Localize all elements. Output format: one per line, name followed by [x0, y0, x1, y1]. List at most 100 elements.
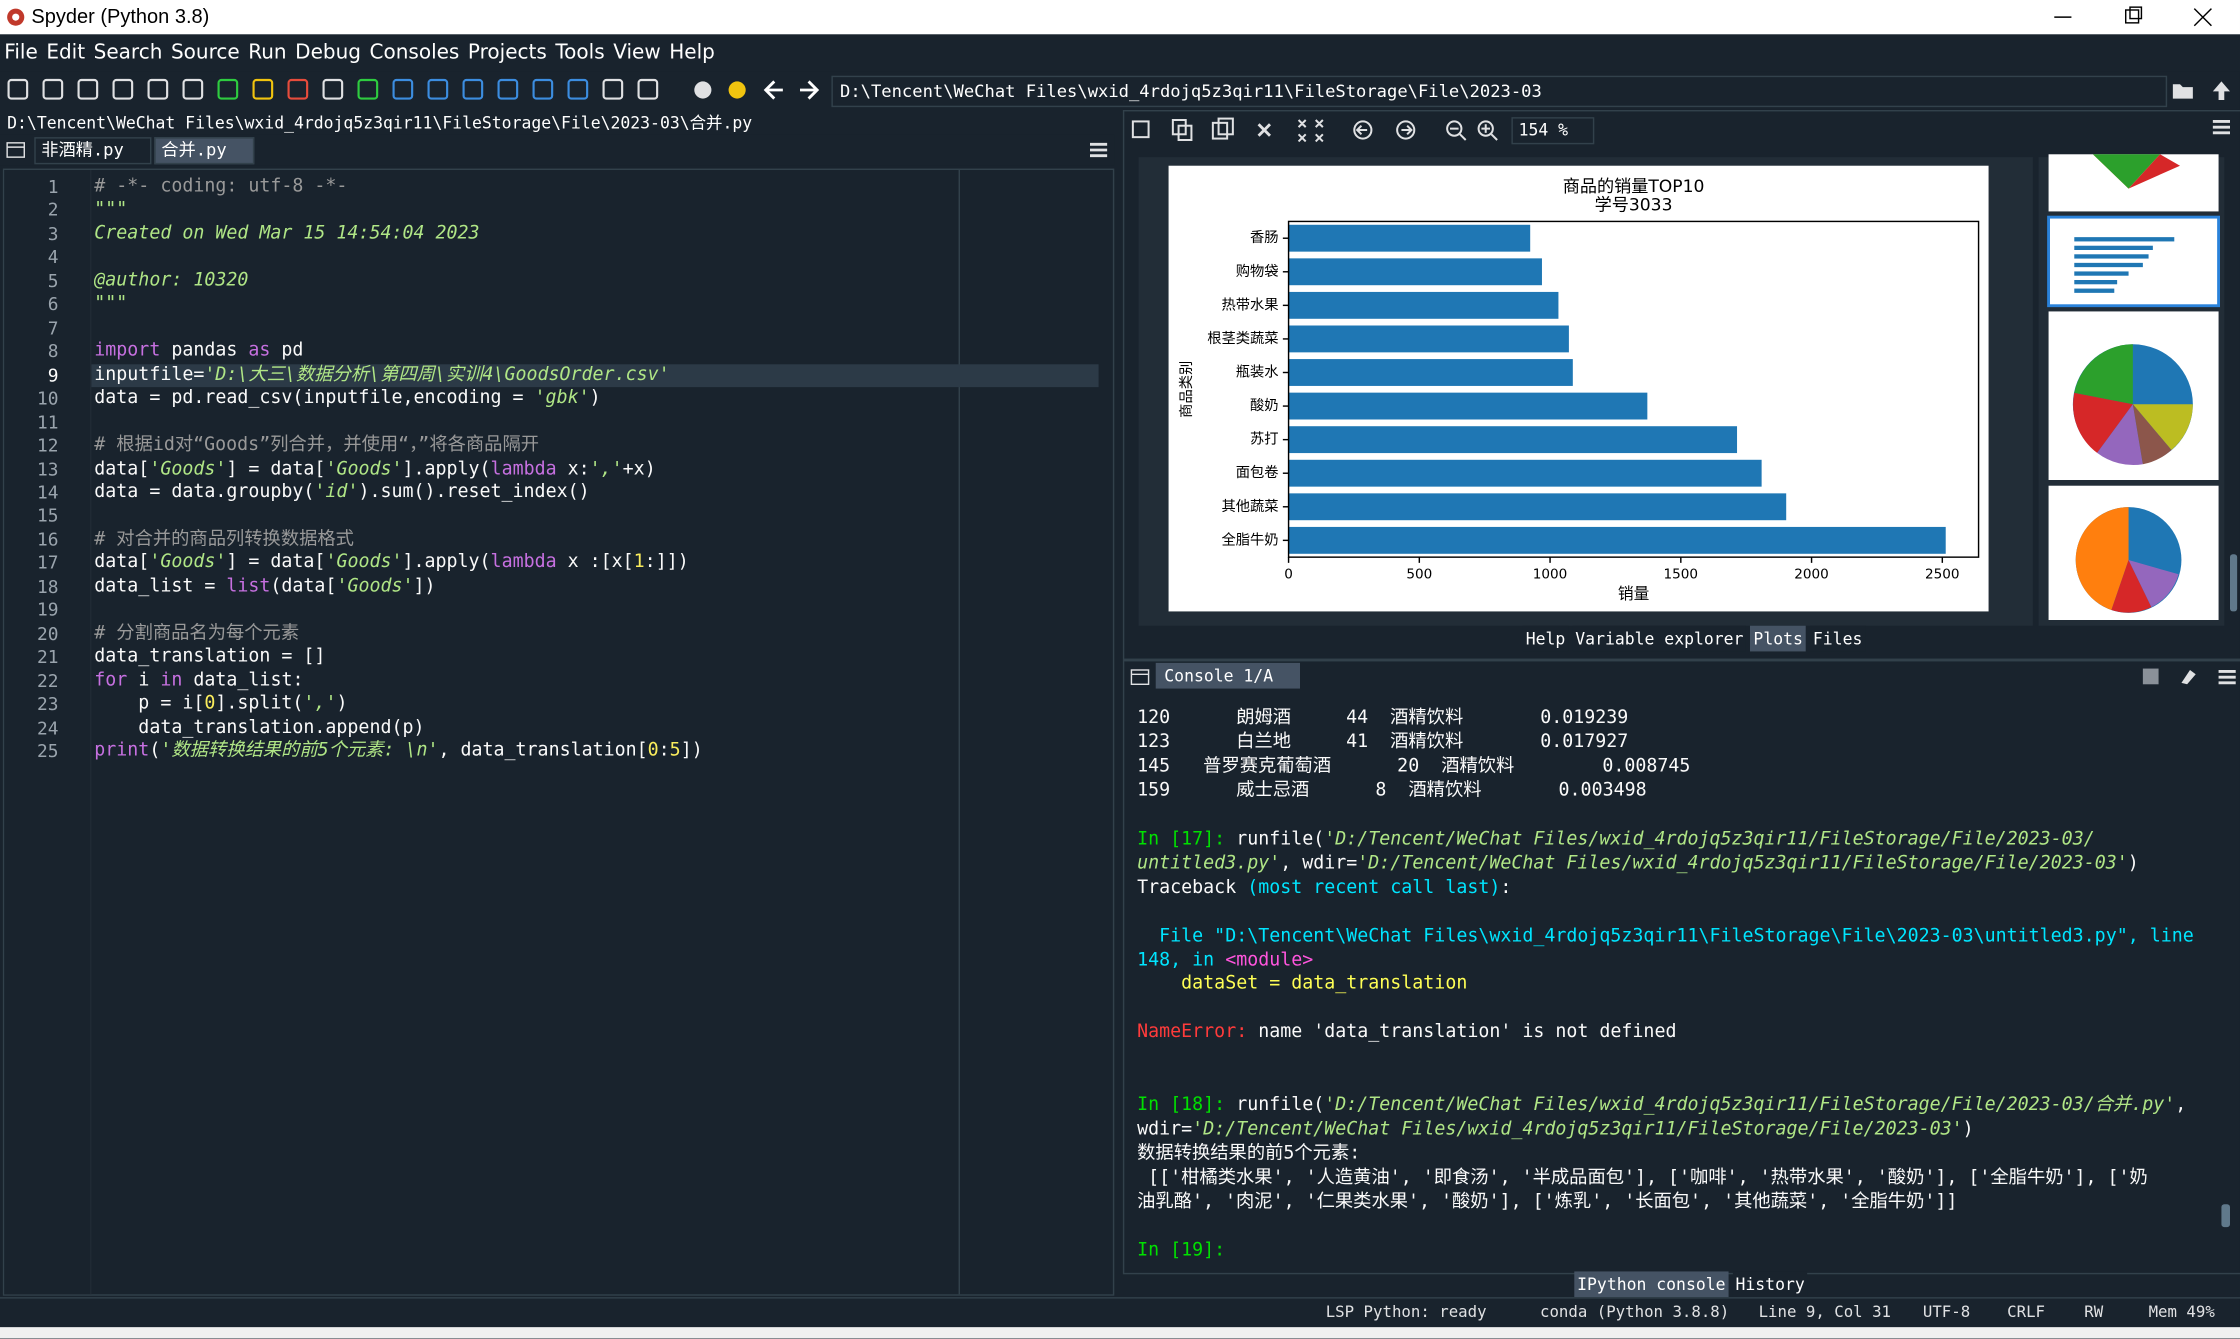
console-line: NameError: name 'data_translation' is no… — [1137, 1022, 1676, 1046]
code-token: data_translation = [] — [94, 645, 326, 668]
line-number: 3 — [47, 222, 59, 245]
line-number: 5 — [47, 269, 59, 292]
toolbar-icon[interactable] — [637, 78, 659, 100]
toolbar-icon[interactable] — [602, 78, 624, 100]
menu-item[interactable]: Tools — [555, 41, 605, 65]
working-directory[interactable]: D:\Tencent\WeChat Files\wxid_4rdojq5z3qi… — [831, 75, 2168, 108]
code-token: 5 — [669, 740, 681, 762]
menu-item[interactable]: Consoles — [369, 41, 460, 65]
code-token: data_list: — [182, 669, 304, 691]
pane-tab[interactable]: Variable explorer — [1572, 625, 1747, 652]
console-line: untitled3.py', wdir='D:/Tencent/WeChat F… — [1137, 852, 2139, 876]
menu-item[interactable]: Run — [248, 41, 287, 65]
line-number: 6 — [47, 293, 59, 315]
line-number: 25 — [37, 740, 59, 762]
toolbar-icon[interactable] — [182, 78, 204, 100]
menu-item[interactable]: Search — [93, 41, 163, 65]
line-number: 18 — [37, 575, 59, 597]
code-token: data_list = — [94, 575, 227, 597]
tab-close — [131, 144, 144, 155]
status-item: Line 9, Col 31 — [1758, 1302, 1892, 1322]
back-arrow[interactable] — [763, 80, 783, 100]
code-token: ].apply( — [402, 457, 491, 480]
scrollbar[interactable] — [2229, 554, 2238, 612]
line-number: 1 — [47, 175, 59, 198]
code-line: """ — [94, 199, 127, 223]
toolbar-icon[interactable] — [532, 78, 554, 100]
plots-toolbar[interactable] — [1124, 114, 1510, 145]
editor-tab[interactable]: 非酒精.py — [34, 137, 151, 165]
status-item: UTF-8 — [1922, 1302, 1971, 1322]
edge-line — [958, 169, 960, 1295]
pane-tab[interactable]: Help — [1522, 625, 1569, 652]
zoom-box[interactable]: 154 % — [1511, 117, 1595, 145]
console-line: 120 朗姆酒 44 酒精饮料 0.019239 — [1137, 707, 1628, 731]
right-pane-tabs: Help Variable explorer Plots Files — [1522, 625, 1866, 652]
toolbar-icon[interactable] — [462, 78, 484, 100]
menu-item[interactable]: Debug — [295, 41, 361, 65]
code-token: 1 — [633, 551, 645, 574]
console-token: 数据转换结果的前5个元素: — [1137, 1142, 1361, 1165]
toolbar-icon[interactable] — [694, 81, 712, 99]
menu-item[interactable]: File — [4, 41, 38, 65]
code-line: print('数据转换结果的前5个元素: \n', data_translati… — [94, 740, 702, 764]
menu-item[interactable]: Edit — [46, 41, 86, 65]
desktop-strip — [0, 1327, 2240, 1339]
toolbar-icon[interactable] — [287, 78, 309, 100]
console-tab[interactable]: Console 1/A — [1155, 662, 1300, 689]
code-token: +x) — [622, 457, 656, 480]
pane-tab[interactable]: Plots — [1750, 625, 1806, 652]
console-token: Traceback — [1137, 876, 1248, 899]
editor-tab[interactable]: 合并.py — [154, 137, 254, 165]
toolbar-icons[interactable] — [0, 71, 831, 110]
editor-tab-bar: 非酒精.py 合并.py — [0, 134, 1115, 166]
line-number: 2 — [47, 199, 59, 221]
pane-tab[interactable]: History — [1732, 1271, 1808, 1298]
code-token: # 分割商品名为每个元素 — [94, 622, 300, 644]
scrollbar[interactable] — [2221, 1204, 2230, 1228]
line-number: 21 — [37, 645, 59, 668]
console-buttons[interactable] — [2139, 667, 2239, 687]
toolbar-icon[interactable] — [42, 78, 64, 100]
menu-item[interactable]: Help — [669, 41, 715, 65]
toolbar-icon[interactable] — [357, 78, 379, 100]
pane-tab[interactable]: Files — [1810, 625, 1866, 652]
line-number: 15 — [37, 504, 59, 527]
toolbar-icon[interactable] — [112, 78, 134, 100]
menu-item[interactable]: Projects — [467, 41, 547, 65]
toolbar-icon[interactable] — [392, 78, 414, 100]
console-token: 123 白兰地 41 酒精饮料 0.017927 — [1137, 731, 1629, 753]
toolbar-icon[interactable] — [252, 78, 274, 100]
toolbar-icon[interactable] — [147, 78, 169, 100]
console-token: 145 普罗赛克葡萄酒 20 酒精饮料 0.008745 — [1137, 755, 1691, 777]
toolbar-icon[interactable] — [728, 81, 746, 99]
toolbar-icon[interactable] — [217, 78, 239, 100]
code-token: ] = data[ — [226, 457, 326, 480]
code-token: ',' — [303, 693, 337, 715]
toolbar-icon[interactable] — [567, 78, 589, 100]
console-line: In [18]: runfile('D:/Tencent/WeChat File… — [1137, 1095, 2186, 1119]
code-token: pandas — [160, 340, 249, 362]
menu-item[interactable]: Source — [170, 41, 240, 65]
forward-arrow[interactable] — [799, 80, 820, 100]
browse-tabs[interactable] — [1130, 667, 1150, 687]
toolbar-icon[interactable] — [497, 78, 519, 100]
directory-buttons[interactable] — [2164, 76, 2235, 105]
toolbar-icon[interactable] — [77, 78, 99, 100]
toolbar-icon[interactable] — [427, 78, 449, 100]
console-line: 数据转换结果的前5个元素: — [1137, 1143, 1360, 1167]
console-pane: Console 1/A 120 朗姆酒 44 酒精饮料 0.019239 123 … — [1122, 659, 2240, 1275]
pane-menu[interactable] — [1087, 140, 1110, 160]
code-line: data = pd.read_csv(inputfile,encoding = … — [94, 387, 600, 411]
browse-tabs[interactable] — [6, 140, 26, 160]
toolbar-icon[interactable] — [7, 78, 29, 100]
code-token: Created on Wed Mar 15 14:54:04 2023 — [94, 222, 480, 245]
line-number: 23 — [37, 693, 59, 715]
menu-item[interactable]: View — [613, 41, 661, 65]
pane-tab[interactable]: IPython console — [1574, 1271, 1729, 1298]
code-token: x: — [556, 457, 590, 480]
toolbar-icon[interactable] — [322, 78, 344, 100]
code-token: inputfile= — [94, 363, 205, 386]
window-controls[interactable] — [2043, 6, 2229, 29]
pane-menu[interactable] — [2210, 117, 2233, 137]
